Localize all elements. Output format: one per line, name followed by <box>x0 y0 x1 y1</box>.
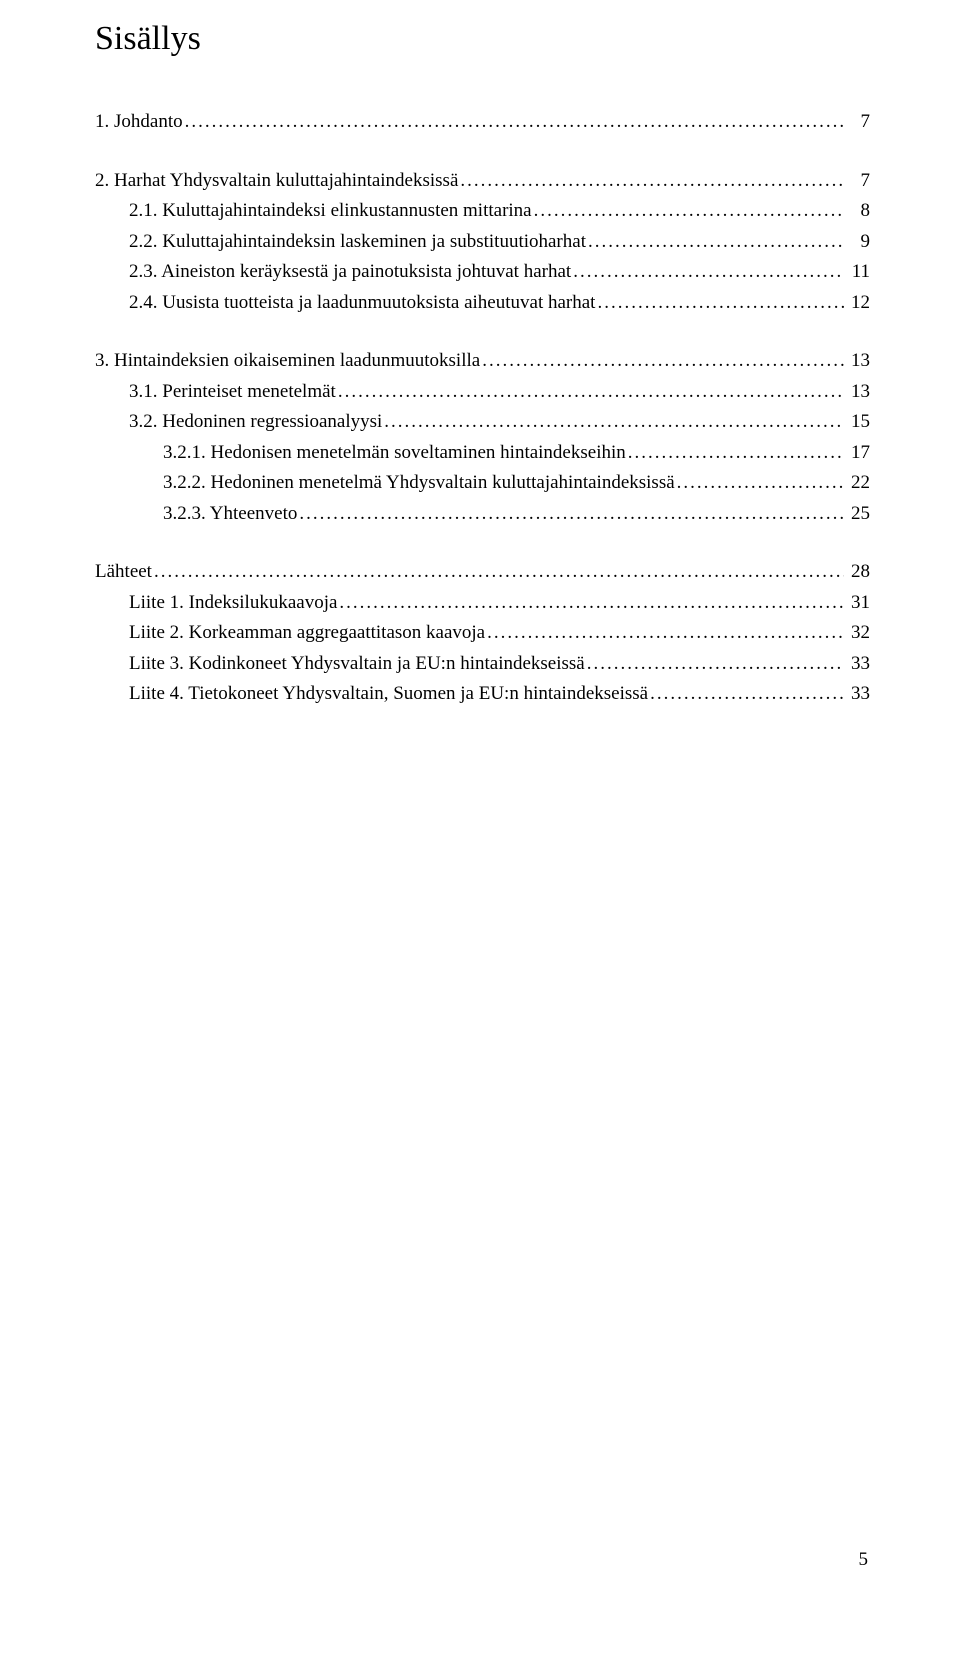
toc-entry: Liite 3. Kodinkoneet Yhdysvaltain ja EU:… <box>95 650 870 679</box>
toc-entry-label: Liite 3. Kodinkoneet Yhdysvaltain ja EU:… <box>129 650 585 679</box>
toc-leader-dots <box>183 108 844 137</box>
page-title: Sisällys <box>95 20 870 58</box>
toc-entry: 2.2. Kuluttajahintaindeksin laskeminen j… <box>95 228 870 257</box>
toc-entry-label: Liite 1. Indeksilukukaavoja <box>129 589 337 618</box>
toc-entry-label: 3. Hintaindeksien oikaiseminen laadunmuu… <box>95 347 480 376</box>
toc-leader-dots <box>152 558 844 587</box>
toc-entry: Liite 1. Indeksilukukaavoja 31 <box>95 589 870 618</box>
toc-entry-page: 32 <box>844 619 870 648</box>
toc-entry-label: Liite 2. Korkeamman aggregaattitason kaa… <box>129 619 485 648</box>
toc-entry: Liite 4. Tietokoneet Yhdysvaltain, Suome… <box>95 680 870 709</box>
toc-leader-dots <box>336 378 844 407</box>
toc-leader-dots <box>458 167 844 196</box>
toc-entry-label: 2. Harhat Yhdysvaltain kuluttajahintaind… <box>95 167 458 196</box>
toc-entry-page: 17 <box>844 439 870 468</box>
toc-entry: 2. Harhat Yhdysvaltain kuluttajahintaind… <box>95 167 870 196</box>
toc-entry: 2.1. Kuluttajahintaindeksi elinkustannus… <box>95 197 870 226</box>
toc-entry: 3. Hintaindeksien oikaiseminen laadunmuu… <box>95 347 870 376</box>
toc-entry-page: 13 <box>844 347 870 376</box>
toc-entry-label: Lähteet <box>95 558 152 587</box>
toc-entry: 1. Johdanto 7 <box>95 108 870 137</box>
page-number: 5 <box>95 1549 870 1571</box>
toc-entry: 3.2. Hedoninen regressioanalyysi 15 <box>95 408 870 437</box>
toc-entry-page: 9 <box>844 228 870 257</box>
toc-entry-page: 11 <box>844 258 870 287</box>
toc-leader-dots <box>675 469 844 498</box>
toc-section-gap <box>95 139 870 167</box>
toc-entry-label: 1. Johdanto <box>95 108 183 137</box>
toc-leader-dots <box>585 650 844 679</box>
toc-leader-dots <box>648 680 844 709</box>
toc-entry-label: 2.1. Kuluttajahintaindeksi elinkustannus… <box>129 197 532 226</box>
toc-entry-label: 3.2.2. Hedoninen menetelmä Yhdysvaltain … <box>163 469 675 498</box>
toc-entry-page: 33 <box>844 650 870 679</box>
toc-section-gap <box>95 319 870 347</box>
toc-entry-page: 22 <box>844 469 870 498</box>
table-of-contents: 1. Johdanto 7 2. Harhat Yhdysvaltain kulut… <box>95 108 870 709</box>
toc-leader-dots <box>595 289 844 318</box>
toc-entry-page: 25 <box>844 500 870 529</box>
toc-entry-label: 3.2.1. Hedonisen menetelmän soveltaminen… <box>163 439 626 468</box>
toc-leader-dots <box>297 500 844 529</box>
toc-entry-page: 13 <box>844 378 870 407</box>
toc-entry: 2.4. Uusista tuotteista ja laadunmuutoks… <box>95 289 870 318</box>
toc-entry-label: 3.2.3. Yhteenveto <box>163 500 297 529</box>
toc-leader-dots <box>382 408 844 437</box>
toc-entry-page: 33 <box>844 680 870 709</box>
toc-leader-dots <box>532 197 844 226</box>
toc-entry-label: Liite 4. Tietokoneet Yhdysvaltain, Suome… <box>129 680 648 709</box>
toc-entry-label: 3.1. Perinteiset menetelmät <box>129 378 336 407</box>
toc-entry-label: 2.4. Uusista tuotteista ja laadunmuutoks… <box>129 289 595 318</box>
toc-section-gap <box>95 530 870 558</box>
toc-entry-page: 8 <box>844 197 870 226</box>
toc-leader-dots <box>480 347 844 376</box>
toc-entry: 3.2.2. Hedoninen menetelmä Yhdysvaltain … <box>95 469 870 498</box>
toc-entry-page: 7 <box>844 167 870 196</box>
toc-leader-dots <box>485 619 844 648</box>
toc-entry-page: 12 <box>844 289 870 318</box>
toc-leader-dots <box>586 228 844 257</box>
toc-leader-dots <box>337 589 844 618</box>
toc-entry-label: 2.2. Kuluttajahintaindeksin laskeminen j… <box>129 228 586 257</box>
toc-entry-page: 15 <box>844 408 870 437</box>
toc-entry: 3.1. Perinteiset menetelmät 13 <box>95 378 870 407</box>
toc-entry: 3.2.3. Yhteenveto 25 <box>95 500 870 529</box>
toc-entry: 3.2.1. Hedonisen menetelmän soveltaminen… <box>95 439 870 468</box>
toc-entry-label: 3.2. Hedoninen regressioanalyysi <box>129 408 382 437</box>
toc-entry-page: 7 <box>844 108 870 137</box>
toc-entry: Liite 2. Korkeamman aggregaattitason kaa… <box>95 619 870 648</box>
toc-leader-dots <box>571 258 844 287</box>
toc-entry-page: 28 <box>844 558 870 587</box>
toc-leader-dots <box>626 439 844 468</box>
toc-entry: Lähteet 28 <box>95 558 870 587</box>
toc-entry-page: 31 <box>844 589 870 618</box>
toc-entry: 2.3. Aineiston keräyksestä ja painotuksi… <box>95 258 870 287</box>
toc-entry-label: 2.3. Aineiston keräyksestä ja painotuksi… <box>129 258 571 287</box>
